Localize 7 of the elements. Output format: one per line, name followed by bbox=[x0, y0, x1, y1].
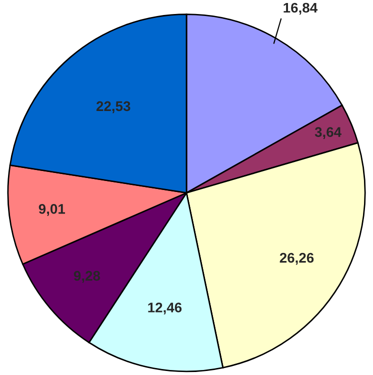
data-label: 22,53 bbox=[96, 101, 130, 114]
data-label: 26,26 bbox=[280, 252, 314, 265]
data-label: 9,01 bbox=[38, 204, 66, 216]
data-label: 16,84 bbox=[284, 2, 318, 15]
data-label: 12,46 bbox=[148, 302, 182, 314]
data-label: 9,28 bbox=[74, 270, 100, 283]
data-label: 3,64 bbox=[314, 127, 342, 139]
